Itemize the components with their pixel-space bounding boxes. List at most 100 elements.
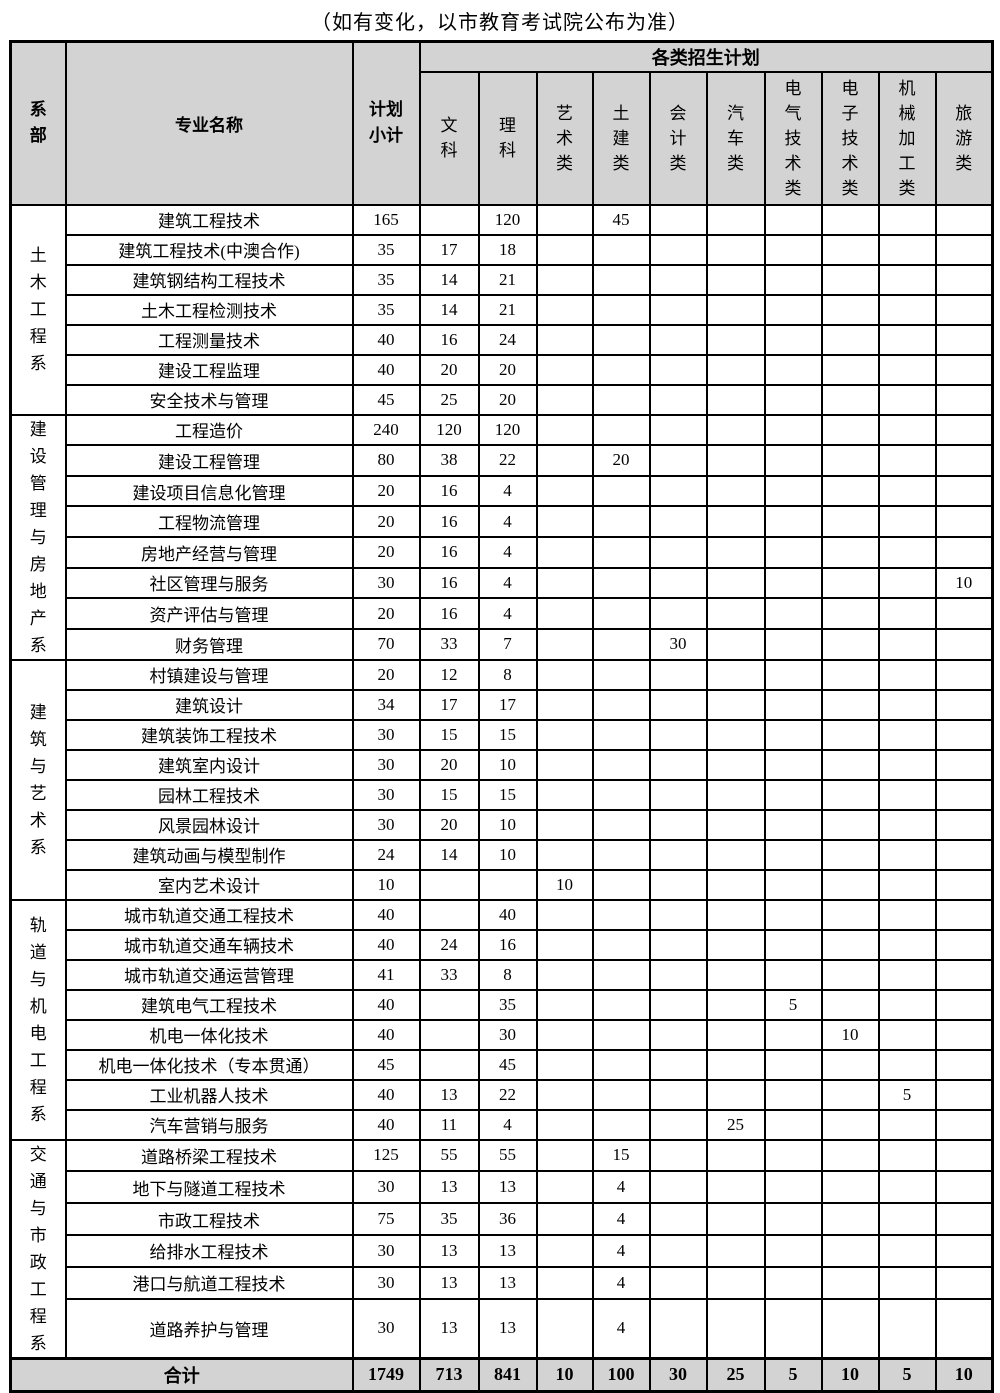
plan-value-cell [648, 1078, 708, 1111]
plan-value-cell [763, 748, 823, 781]
plan-value-cell [763, 898, 823, 931]
plan-value-cell [934, 263, 994, 296]
plan-value-cell [591, 868, 651, 901]
plan-value-cell [705, 627, 766, 661]
plan-value-cell [877, 928, 937, 961]
major-name-cell: 建设工程管理 [64, 444, 354, 477]
major-name-cell: 城市轨道交通车辆技术 [64, 928, 354, 961]
subtotal-cell: 24 [351, 838, 421, 871]
plan-value-cell [877, 748, 937, 781]
plan-value-cell [705, 263, 766, 296]
plan-value-cell [535, 1138, 594, 1173]
plan-value-cell [877, 1138, 937, 1173]
plan-value-cell [705, 688, 766, 721]
total-value-cell: 25 [705, 1356, 766, 1392]
table-row: 建筑室内设计 30 20 10 [11, 748, 994, 781]
table-row: 建设工程监理 40 20 20 [11, 353, 994, 386]
header-row-group: 系部 专业名称 计划 小计 各类招生计划 [9, 40, 994, 206]
plan-value-cell [820, 1108, 880, 1141]
header-category: 文科 [418, 70, 480, 206]
plan-value-cell [877, 383, 937, 416]
header-category: 理科 [477, 70, 538, 206]
total-label-cell: 合计 [9, 1356, 354, 1392]
plan-value-cell [591, 1018, 651, 1051]
subtotal-cell: 30 [351, 566, 421, 600]
plan-value-cell [535, 1170, 594, 1205]
subtotal-cell: 10 [351, 868, 421, 901]
plan-value-cell [877, 988, 937, 1021]
plan-value-cell [591, 353, 651, 386]
plan-value-cell [763, 658, 823, 691]
plan-value-cell [820, 505, 880, 538]
table-row: 港口与航道工程技术 30 13 13 4 [11, 1265, 994, 1300]
plan-value-cell: 4 [477, 1108, 538, 1141]
plan-value-cell [934, 536, 994, 569]
plan-value-cell [648, 928, 708, 961]
plan-value-cell [535, 505, 594, 538]
header-category: 电气技术类 [763, 70, 823, 206]
plan-value-cell [763, 353, 823, 386]
table-row: 园林工程技术 30 15 15 [11, 778, 994, 811]
table-row: 土木工程检测技术 35 14 21 [11, 293, 994, 326]
plan-value-cell [934, 958, 994, 991]
plan-value-cell [820, 1202, 880, 1236]
total-value-cell: 10 [820, 1356, 880, 1392]
plan-value-cell [820, 566, 880, 600]
plan-value-cell: 13 [418, 1170, 480, 1205]
plan-value-cell [934, 1018, 994, 1051]
table-row: 室内艺术设计 10 10 [11, 868, 994, 901]
plan-value-cell [535, 898, 594, 931]
plan-value-cell: 13 [418, 1297, 480, 1360]
plan-value-cell [591, 263, 651, 296]
table-row: 工程物流管理 20 16 4 [11, 505, 994, 538]
table-row: 城市轨道交通运营管理 41 33 8 [11, 958, 994, 991]
plan-value-cell [648, 1170, 708, 1205]
total-value-cell: 10 [535, 1356, 594, 1392]
table-row: 交通与市政工程系道路桥梁工程技术 125 55 55 15 [9, 1138, 994, 1359]
plan-value-cell [934, 505, 994, 538]
major-name-cell: 室内艺术设计 [64, 868, 354, 901]
subtotal-cell: 40 [351, 898, 421, 931]
plan-value-cell [877, 1108, 937, 1141]
plan-value-cell: 15 [418, 778, 480, 811]
plan-value-cell [820, 928, 880, 961]
table-row: 房地产经营与管理 20 16 4 [11, 536, 994, 569]
plan-value-cell: 16 [418, 474, 480, 508]
subtotal-cell: 41 [351, 958, 421, 991]
plan-value-cell: 10 [477, 838, 538, 871]
plan-value-cell [591, 627, 651, 661]
department-cell: 轨道与机电工程系 [9, 898, 67, 1141]
plan-value-cell: 45 [477, 1048, 538, 1081]
plan-value-cell: 8 [477, 958, 538, 991]
major-name-cell: 工业机器人技术 [64, 1078, 354, 1111]
plan-value-cell [535, 353, 594, 386]
plan-value-cell [535, 1108, 594, 1141]
plan-value-cell [877, 474, 937, 508]
subtotal-cell: 30 [351, 718, 421, 751]
subtotal-cell: 40 [351, 353, 421, 386]
plan-value-cell [934, 838, 994, 871]
plan-value-cell: 24 [477, 323, 538, 356]
plan-value-cell [535, 1018, 594, 1051]
plan-value-cell [648, 505, 708, 538]
plan-value-cell [418, 1048, 480, 1081]
plan-value-cell: 13 [418, 1265, 480, 1300]
major-name-cell: 风景园林设计 [64, 808, 354, 841]
subtotal-cell: 34 [351, 688, 421, 721]
table-row: 资产评估与管理 20 16 4 [11, 597, 994, 630]
plan-value-cell [648, 383, 708, 416]
plan-value-cell [535, 958, 594, 991]
plan-value-cell [763, 627, 823, 661]
plan-value-cell [877, 658, 937, 691]
major-name-cell: 机电一体化技术（专本贯通） [64, 1048, 354, 1081]
plan-value-cell [877, 1170, 937, 1205]
major-name-cell: 建筑装饰工程技术 [64, 718, 354, 751]
plan-value-cell [877, 1233, 937, 1268]
table-row: 建筑设计 34 17 17 [11, 688, 994, 721]
plan-value-cell [820, 778, 880, 811]
major-name-cell: 地下与隧道工程技术 [64, 1170, 354, 1205]
plan-value-cell [591, 658, 651, 691]
plan-value-cell [535, 444, 594, 477]
plan-value-cell: 20 [591, 444, 651, 477]
subtotal-cell: 35 [351, 233, 421, 266]
